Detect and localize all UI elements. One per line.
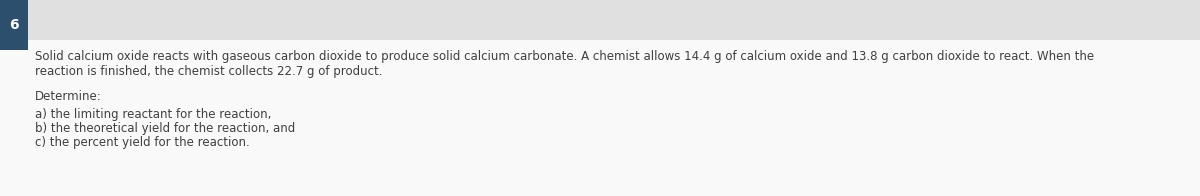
Bar	[0, 40, 1200, 196]
Bar	[0, 0, 1200, 40]
Text: 6: 6	[10, 18, 19, 32]
Bar	[0, 0, 28, 50]
Text: a) the limiting reactant for the reaction,: a) the limiting reactant for the reactio…	[35, 108, 271, 121]
Text: b) the theoretical yield for the reaction, and: b) the theoretical yield for the reactio…	[35, 122, 295, 135]
Text: Solid calcium oxide reacts with gaseous carbon dioxide to produce solid calcium : Solid calcium oxide reacts with gaseous …	[35, 50, 1094, 63]
Text: reaction is finished, the chemist collects 22.7 g of product.: reaction is finished, the chemist collec…	[35, 65, 383, 78]
Text: c) the percent yield for the reaction.: c) the percent yield for the reaction.	[35, 136, 250, 149]
Text: Determine:: Determine:	[35, 90, 102, 103]
